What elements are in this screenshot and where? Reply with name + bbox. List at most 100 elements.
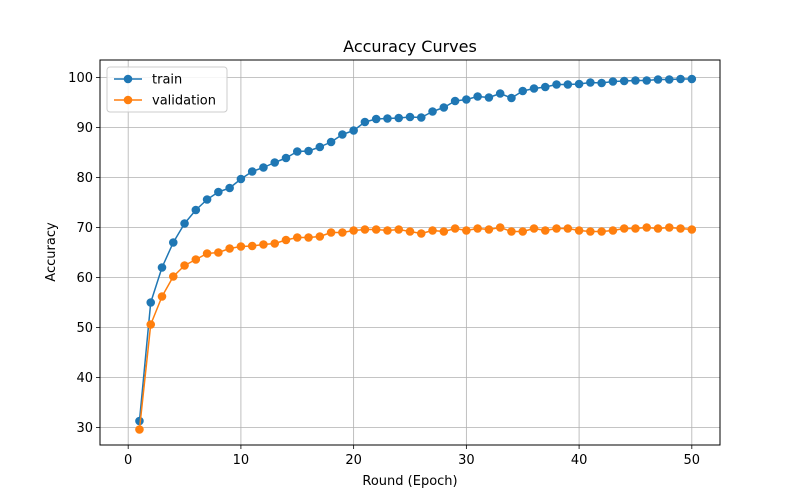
data-point-validation bbox=[687, 225, 697, 234]
data-point-train bbox=[552, 80, 561, 89]
data-point-validation bbox=[225, 244, 234, 253]
data-point-train bbox=[462, 95, 471, 104]
data-point-train bbox=[631, 76, 640, 85]
y-tick-label: 60 bbox=[76, 271, 93, 286]
data-point-train bbox=[236, 174, 246, 184]
data-point-validation bbox=[540, 226, 550, 235]
data-point-validation bbox=[642, 223, 652, 232]
data-point-validation bbox=[608, 226, 618, 235]
data-point-validation bbox=[462, 226, 471, 235]
data-point-validation bbox=[326, 228, 336, 237]
data-point-validation bbox=[338, 228, 347, 237]
data-point-train bbox=[405, 112, 415, 122]
data-point-train bbox=[315, 142, 325, 152]
data-point-train bbox=[225, 183, 234, 193]
y-tick-label: 100 bbox=[68, 71, 93, 86]
data-point-train bbox=[371, 114, 381, 124]
data-point-train bbox=[326, 137, 336, 147]
data-point-validation bbox=[202, 249, 212, 258]
data-point-train bbox=[619, 76, 629, 86]
data-point-validation bbox=[439, 227, 449, 236]
data-point-validation bbox=[653, 224, 663, 233]
data-point-validation bbox=[529, 224, 539, 233]
data-point-validation bbox=[236, 242, 246, 251]
data-point-train bbox=[597, 78, 606, 88]
data-point-validation bbox=[315, 232, 325, 241]
data-point-validation bbox=[214, 248, 223, 257]
data-point-train bbox=[247, 167, 257, 176]
legend-label-train: train bbox=[152, 73, 182, 88]
data-point-train bbox=[157, 263, 167, 272]
data-point-validation bbox=[259, 240, 268, 249]
data-point-train bbox=[574, 79, 584, 89]
data-point-train bbox=[518, 86, 528, 96]
data-point-validation bbox=[146, 320, 156, 329]
data-point-train bbox=[540, 82, 550, 92]
data-point-train bbox=[191, 205, 201, 215]
legend-marker-train bbox=[123, 74, 133, 84]
data-point-train bbox=[642, 76, 652, 85]
data-point-validation bbox=[619, 224, 629, 233]
data-point-validation bbox=[304, 233, 313, 242]
x-tick-label: 20 bbox=[345, 453, 362, 468]
data-point-train bbox=[473, 92, 482, 101]
x-tick-label: 0 bbox=[124, 453, 132, 468]
data-point-validation bbox=[281, 235, 291, 245]
y-tick-label: 40 bbox=[76, 371, 93, 386]
data-point-train bbox=[292, 147, 302, 156]
data-point-validation bbox=[135, 425, 144, 434]
x-tick-label: 10 bbox=[233, 453, 250, 468]
data-point-train bbox=[349, 126, 358, 135]
data-point-train bbox=[360, 117, 370, 127]
data-point-validation bbox=[371, 225, 381, 234]
series-layer bbox=[135, 74, 697, 434]
data-point-train bbox=[495, 89, 505, 98]
y-axis-label: Accuracy bbox=[44, 222, 59, 282]
y-tick-label: 50 bbox=[76, 321, 93, 336]
data-point-train bbox=[450, 96, 460, 106]
x-tick-label: 30 bbox=[458, 453, 475, 468]
data-point-train bbox=[676, 74, 685, 84]
chart-title: Accuracy Curves bbox=[343, 37, 477, 56]
y-tick-label: 80 bbox=[76, 171, 93, 186]
data-point-validation bbox=[157, 292, 167, 301]
data-point-validation bbox=[664, 223, 674, 232]
data-point-validation bbox=[563, 224, 573, 233]
data-point-train bbox=[608, 77, 618, 86]
data-point-validation bbox=[360, 225, 370, 234]
data-point-validation bbox=[416, 229, 426, 238]
y-tick-label: 30 bbox=[76, 421, 93, 436]
data-point-validation bbox=[597, 227, 606, 236]
data-point-validation bbox=[383, 226, 392, 235]
axis-ticks: 0 10 20 30 40 50 30 40 50 60 70 80 90 100 bbox=[68, 71, 700, 468]
legend-label-validation: validation bbox=[152, 94, 216, 109]
data-point-train bbox=[304, 146, 313, 156]
data-point-validation bbox=[631, 224, 640, 233]
data-point-validation bbox=[473, 224, 482, 233]
data-point-train bbox=[146, 298, 156, 307]
data-point-train bbox=[202, 195, 212, 204]
data-point-train bbox=[586, 78, 595, 87]
legend: train validation bbox=[106, 66, 228, 113]
data-point-train bbox=[687, 74, 697, 84]
data-point-train bbox=[563, 80, 573, 89]
data-point-validation bbox=[270, 239, 280, 248]
data-point-train bbox=[507, 93, 516, 103]
data-point-validation bbox=[247, 241, 257, 251]
data-point-validation bbox=[676, 224, 685, 233]
data-point-validation bbox=[394, 225, 404, 234]
data-point-validation bbox=[450, 224, 460, 233]
data-point-train bbox=[529, 84, 539, 93]
data-point-train bbox=[214, 187, 223, 197]
data-point-train bbox=[270, 158, 280, 167]
data-point-validation bbox=[191, 255, 201, 264]
data-point-train bbox=[439, 103, 449, 112]
data-point-train bbox=[338, 130, 347, 139]
legend-marker-validation bbox=[123, 95, 133, 105]
data-point-validation bbox=[292, 233, 302, 242]
data-point-train bbox=[383, 114, 392, 123]
data-point-train bbox=[653, 75, 663, 84]
data-point-validation bbox=[552, 224, 561, 233]
data-point-train bbox=[416, 113, 426, 122]
